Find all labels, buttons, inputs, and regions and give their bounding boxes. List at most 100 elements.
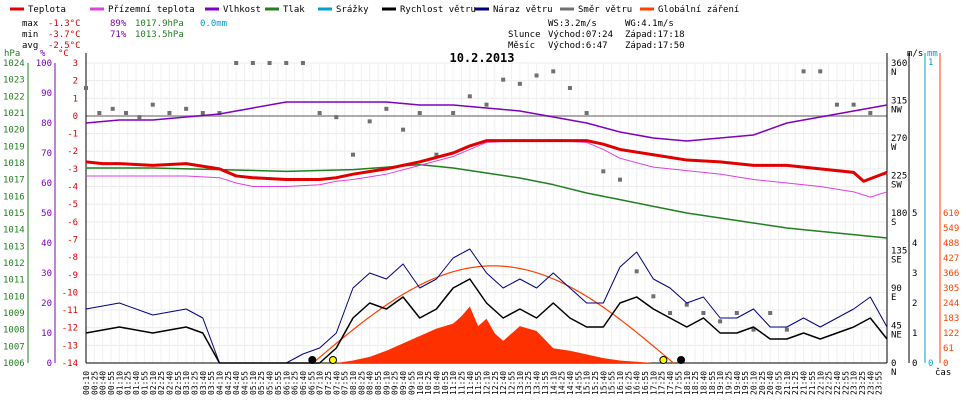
x-tick: 11:55 — [474, 371, 483, 395]
gust-line — [85, 248, 888, 364]
wind-dir-dot — [768, 311, 773, 315]
wind-dir-dot — [584, 111, 589, 115]
x-tick-label: 07:55 — [341, 371, 350, 395]
x-tick: 04:40 — [232, 371, 241, 395]
stats-max-temp: -1.3°C — [48, 19, 81, 29]
x-tick-label: 19:10 — [716, 371, 725, 395]
wind-dir-dot — [200, 111, 205, 115]
press-tick-label: 1023 — [3, 76, 25, 86]
rad-tick-label: 366 — [943, 269, 959, 279]
x-tick-label: 02:40 — [165, 371, 174, 395]
press-tick-label: 1007 — [3, 342, 25, 352]
x-tick-label: 09:40 — [399, 371, 408, 395]
wind-dir-dot — [137, 115, 142, 120]
press-tick-label: 1018 — [3, 159, 25, 169]
temp-unit: °C — [58, 49, 69, 59]
legend-label-5: Rychlost větru — [400, 5, 476, 15]
x-tick: 17:10 — [649, 371, 658, 395]
radiation-clear-sky-line — [312, 265, 674, 364]
x-tick: 21:55 — [808, 371, 817, 395]
x-tick-label: 02:25 — [157, 371, 166, 395]
x-tick-label: 04:55 — [241, 371, 250, 395]
wind-dir-dot — [851, 102, 856, 107]
press-tick-label: 1022 — [3, 92, 25, 102]
x-tick: 04:10 — [216, 371, 225, 395]
x-tick-label: 16:55 — [641, 371, 650, 395]
x-tick: 00:40 — [99, 371, 108, 395]
x-tick: 02:55 — [174, 371, 183, 395]
dir-compass-label: N — [891, 68, 896, 78]
x-tick-label: 11:40 — [466, 371, 475, 395]
x-tick: 12:10 — [483, 371, 492, 395]
x-tick-label: 01:25 — [124, 371, 133, 395]
x-tick-label: 11:25 — [457, 371, 466, 395]
dir-compass-label: E — [891, 293, 896, 303]
wind-dir-dot — [124, 111, 129, 115]
x-tick-label: 06:55 — [307, 371, 316, 395]
x-tick-label: 22:25 — [825, 371, 834, 395]
x-tick-label: 05:25 — [257, 371, 266, 395]
x-tick-label: 11:10 — [449, 371, 458, 395]
x-tick-label: 06:10 — [282, 371, 291, 395]
rain-unit: mm — [927, 49, 938, 59]
x-tick-label: 07:25 — [324, 371, 333, 395]
x-tick-label: 16:10 — [616, 371, 625, 395]
stats-min-temp: -3.7°C — [48, 30, 81, 40]
sunrise-marker — [328, 356, 337, 364]
x-tick: 18:40 — [699, 371, 708, 395]
wind-dir-dot — [250, 61, 255, 65]
x-tick: 09:10 — [382, 371, 391, 395]
wind-dir-dot — [234, 61, 239, 65]
x-tick: 17:25 — [658, 371, 667, 395]
x-tick: 19:10 — [716, 371, 725, 395]
x-tick-label: 03:40 — [199, 371, 208, 395]
x-tick-label: 20:55 — [775, 371, 784, 395]
temp-tick-label: -14 — [62, 359, 78, 369]
x-tick: 04:25 — [224, 371, 233, 395]
dir-tick-label: 270 — [891, 134, 907, 144]
wind-dir-dot — [551, 69, 556, 74]
hum-tick-label: 80 — [41, 119, 52, 129]
dir-tick-label: 360 — [891, 59, 907, 69]
x-tick: 23:55 — [875, 371, 884, 395]
sun-label: Slunce — [508, 30, 541, 40]
legend-label-3: Tlak — [283, 5, 305, 15]
wind-dir-dot — [634, 269, 639, 274]
hum-tick-label: 30 — [41, 269, 52, 279]
x-tick-label: 13:10 — [516, 371, 525, 395]
dir-compass-label: W — [891, 143, 897, 153]
x-tick-label: 20:10 — [750, 371, 759, 395]
x-tick: 11:10 — [449, 371, 458, 395]
x-tick-label: 23:25 — [858, 371, 867, 395]
x-tick-label: 19:55 — [741, 371, 750, 395]
x-tick: 07:55 — [341, 371, 350, 395]
wind-dir-dot — [868, 111, 873, 115]
wind-dir-dot — [184, 106, 189, 111]
dir-tick-label: 315 — [891, 97, 907, 107]
x-tick-label: 19:25 — [724, 371, 733, 395]
wind-dir-dot — [834, 102, 839, 107]
wind-dir-dot — [701, 311, 706, 315]
wind-dir-dot — [618, 177, 622, 182]
press-unit: hPa — [4, 49, 20, 59]
x-tick-label: 14:10 — [549, 371, 558, 395]
wind-dir-dot — [417, 111, 422, 115]
x-tick-label: 06:25 — [291, 371, 300, 395]
x-tick-label: 10:55 — [441, 371, 450, 395]
x-tick-label: 01:40 — [132, 371, 141, 395]
x-tick-label: 10:40 — [432, 371, 441, 395]
axis-units: hPa % °C m/s mm — [4, 49, 938, 59]
wind-unit: m/s — [907, 49, 923, 59]
x-tick-label: 00:40 — [99, 371, 108, 395]
x-tick: 13:40 — [533, 371, 542, 395]
x-tick: 14:55 — [574, 371, 583, 395]
rad-tick-label: 427 — [943, 254, 959, 264]
stats-min-press: 1013.5hPa — [135, 30, 184, 40]
rad-tick-label: 122 — [943, 329, 959, 339]
wind-dir-dot — [517, 81, 522, 86]
press-tick-label: 1006 — [3, 359, 25, 369]
x-tick-label: 14:55 — [574, 371, 583, 395]
x-tick: 03:25 — [190, 371, 199, 395]
wind-dir-dot — [651, 294, 656, 299]
